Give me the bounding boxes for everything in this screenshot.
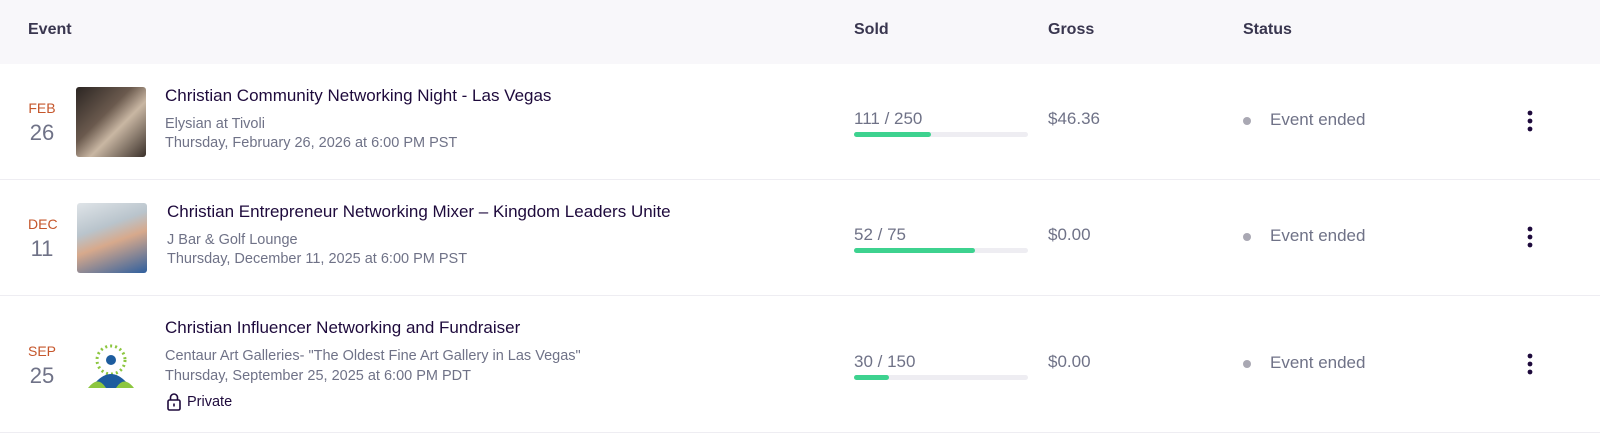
event-venue: Elysian at Tivoli: [165, 116, 265, 132]
private-icon: [167, 393, 181, 411]
date-day: 25: [29, 362, 55, 388]
gross: $0.00: [1048, 351, 1091, 371]
date-month: FEB: [28, 100, 56, 116]
event-thumbnail: [76, 329, 146, 400]
status: Event ended: [1270, 352, 1366, 372]
sold-label: 52 / 75: [854, 225, 906, 244]
event-thumbnail: [77, 203, 147, 273]
date-day: 11: [30, 236, 54, 261]
header-sold: Sold: [854, 21, 889, 38]
header-gross: Gross: [1048, 21, 1095, 38]
status-dot: [1243, 117, 1251, 125]
header-event: Event: [28, 21, 72, 38]
kebab-icon: [1527, 226, 1533, 248]
status-dot: [1243, 359, 1251, 368]
event-datetime: Thursday, February 26, 2026 at 6:00 PM P…: [165, 135, 458, 151]
sold-label: 30 / 150: [854, 351, 916, 371]
sold-bar: [854, 374, 889, 380]
status: Event ended: [1270, 226, 1366, 245]
date-month: SEP: [28, 342, 57, 359]
event-row[interactable]: FEB 26 Christian Community Networking Nigh…: [0, 64, 1600, 180]
more-menu[interactable]: [1520, 109, 1540, 133]
gross: $0.00: [1048, 225, 1091, 244]
sold-track: [854, 248, 1028, 253]
event-row[interactable]: SEP 25 Christian Influencer Networking and…: [0, 296, 1600, 433]
date-day: 26: [29, 120, 55, 145]
sold-bar: [854, 248, 975, 253]
event-title[interactable]: Christian Influencer Networking and Fund…: [165, 318, 521, 337]
status-dot: [1243, 233, 1251, 241]
sold-label: 111 / 250: [854, 109, 923, 128]
gross: $46.36: [1048, 109, 1100, 128]
more-menu[interactable]: [1520, 352, 1540, 376]
event-title[interactable]: Christian Community Networking Night - L…: [165, 86, 552, 105]
kebab-icon: [1527, 110, 1533, 132]
event-datetime: Thursday, September 25, 2025 at 6:00 PM …: [165, 368, 472, 384]
private-label: Private: [187, 394, 233, 410]
sold-bar: [854, 132, 932, 137]
table-header: Event Sold Gross Status: [0, 0, 1600, 64]
more-menu[interactable]: [1520, 225, 1540, 249]
kebab-icon: [1527, 353, 1533, 374]
event-venue: Centaur Art Galleries- "The Oldest Fine …: [165, 348, 581, 364]
sold-track: [854, 374, 1028, 380]
event-row[interactable]: DEC 11 Christian Entrepreneur Networking M…: [0, 180, 1600, 296]
event-datetime: Thursday, December 11, 2025 at 6:00 PM P…: [167, 251, 468, 267]
sold-track: [854, 132, 1028, 137]
event-venue: J Bar & Golf Lounge: [167, 232, 298, 248]
logo: [88, 344, 134, 388]
status: Event ended: [1270, 110, 1366, 129]
event-title[interactable]: Christian Entrepreneur Networking Mixer …: [167, 202, 671, 221]
event-thumbnail: [76, 87, 146, 157]
lock-icon: [167, 393, 181, 411]
header-status: Status: [1243, 21, 1292, 38]
date-month: DEC: [28, 216, 58, 232]
